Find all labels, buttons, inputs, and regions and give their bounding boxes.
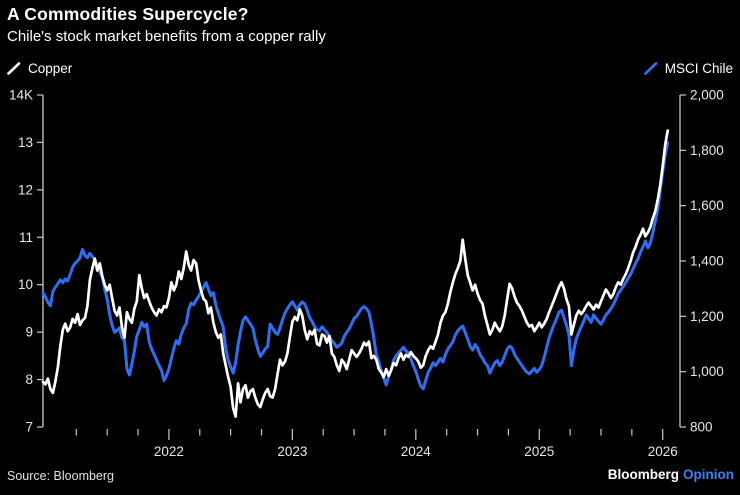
- y-axis-left-label: 8: [25, 372, 33, 387]
- page-subtitle: Chile's stock market benefits from a cop…: [7, 28, 326, 45]
- source-note: Source: Bloomberg: [7, 469, 115, 483]
- y-axis-right-label: 1,400: [690, 254, 724, 269]
- y-axis-right-label: 2,000: [690, 88, 724, 103]
- y-axis-left-label: 9: [25, 325, 33, 340]
- y-axis-right-label: 800: [690, 420, 713, 435]
- copper-line-swatch-icon: [7, 61, 21, 75]
- msci-line-swatch-icon: [643, 61, 658, 75]
- y-axis-left-label: 11: [19, 230, 33, 245]
- x-axis-label: 2025: [524, 444, 554, 459]
- page-title: A Commodities Supercycle?: [7, 4, 249, 24]
- brand-opinion: Opinion: [683, 467, 734, 482]
- brand-bloomberg: Bloomberg: [607, 467, 679, 482]
- y-axis-right-label: 1,600: [690, 198, 724, 213]
- x-axis-label: 2023: [277, 444, 307, 459]
- copper-line-series: [41, 129, 670, 418]
- legend-label-copper: Copper: [28, 60, 73, 76]
- legend-item-msci-chile: MSCI Chile: [643, 60, 733, 76]
- msci-chile-line-series: [41, 141, 670, 391]
- x-axis-label: 2024: [401, 444, 432, 459]
- y-axis-right-label: 1,800: [690, 143, 724, 158]
- x-axis-label: 2026: [648, 444, 678, 459]
- y-axis-right-label: 1,000: [690, 364, 724, 379]
- x-axis-label: 2022: [154, 444, 184, 459]
- y-axis-left-label: 10: [18, 277, 33, 292]
- brand-logo: Bloomberg Opinion: [608, 467, 734, 482]
- y-axis-left-label: 12: [18, 182, 33, 197]
- legend: Copper MSCI Chile: [7, 59, 733, 77]
- y-axis-left-label: 7: [25, 420, 33, 435]
- legend-label-msci-chile: MSCI Chile: [664, 60, 733, 76]
- y-axis-left-label: 14K: [9, 88, 33, 103]
- legend-item-copper: Copper: [7, 61, 72, 76]
- y-axis-left-label: 13: [18, 135, 33, 150]
- y-axis-right-label: 1,200: [690, 309, 724, 324]
